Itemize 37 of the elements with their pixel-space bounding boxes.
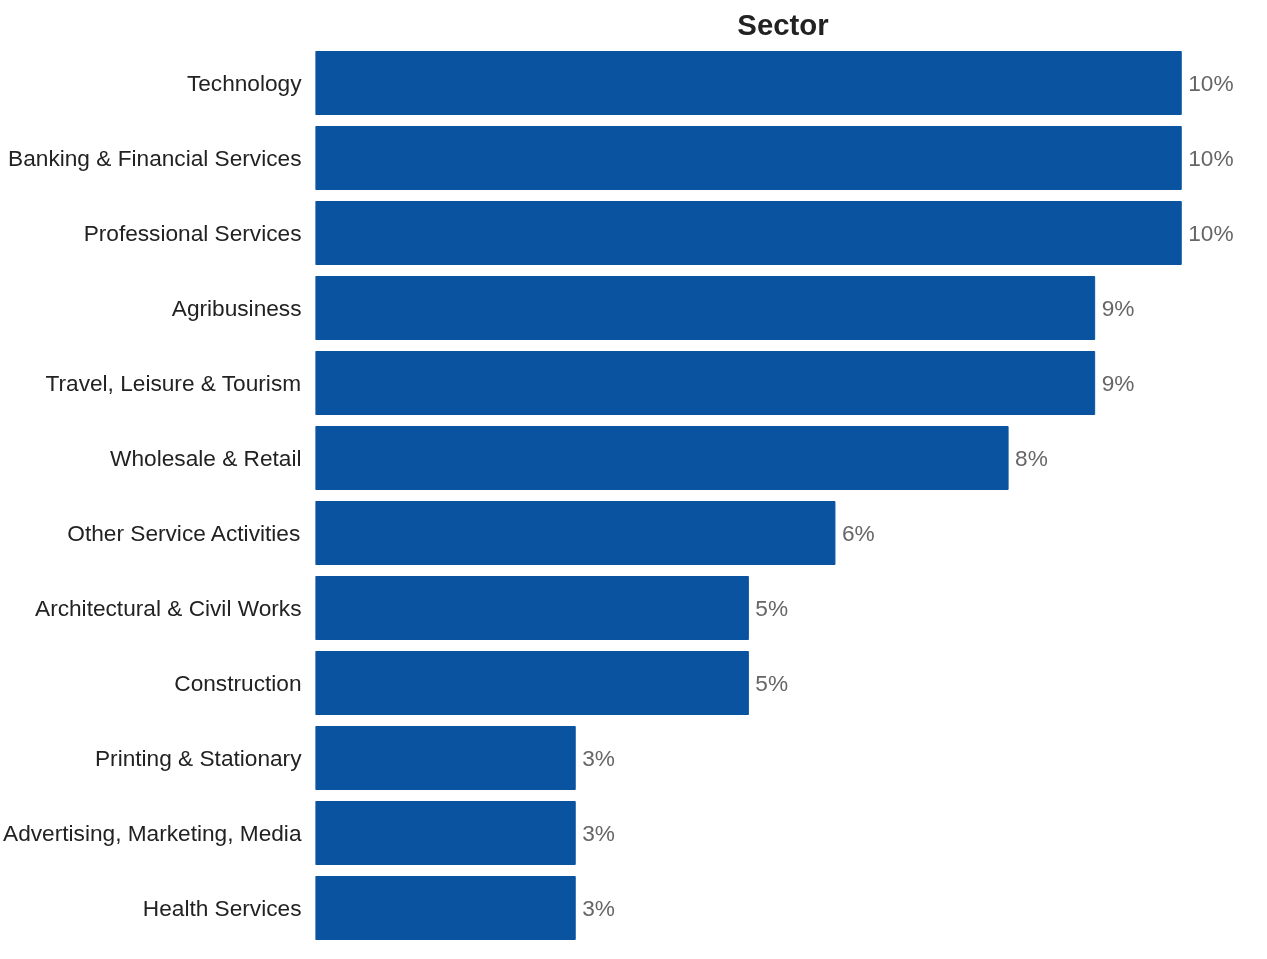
data-label: 5%	[755, 595, 789, 621]
bar	[315, 276, 1096, 340]
bar	[315, 501, 836, 565]
bar	[315, 876, 576, 940]
bar	[315, 51, 1182, 115]
bar	[315, 126, 1182, 190]
bar	[315, 576, 749, 640]
y-tick-label: Technology	[186, 70, 303, 96]
y-tick-label: Banking & Financial Services	[8, 145, 302, 171]
data-label: 3%	[582, 820, 615, 846]
data-label: 3%	[582, 895, 615, 921]
y-tick-label: Architectural & Civil Works	[35, 595, 302, 621]
data-label: 9%	[1101, 295, 1135, 321]
bar	[315, 726, 576, 790]
bar	[315, 651, 749, 715]
bar	[315, 426, 1009, 490]
bar	[315, 801, 576, 865]
y-tick-label: Wholesale & Retail	[110, 445, 302, 471]
y-tick-label: Health Services	[142, 895, 302, 921]
bar	[315, 351, 1096, 415]
data-label: 8%	[1015, 445, 1048, 471]
y-tick-label: Printing & Stationary	[94, 745, 303, 771]
y-tick-label: Travel, Leisure & Tourism	[45, 370, 302, 396]
y-tick-label: Professional Services	[83, 220, 302, 246]
data-label: 10%	[1188, 220, 1234, 246]
y-tick-label: Construction	[174, 670, 302, 696]
data-label: 3%	[582, 745, 615, 771]
data-label: 10%	[1188, 145, 1234, 171]
y-tick-label: Agribusiness	[171, 295, 302, 321]
chart-title: Sector	[737, 7, 829, 41]
y-tick-label: Advertising, Marketing, Media	[3, 820, 302, 846]
y-tick-label: Other Service Activities	[67, 520, 301, 546]
data-label: 6%	[841, 520, 875, 546]
data-label: 5%	[755, 670, 789, 696]
data-label: 10%	[1188, 70, 1234, 96]
data-label: 9%	[1101, 370, 1135, 396]
bar	[315, 201, 1182, 265]
